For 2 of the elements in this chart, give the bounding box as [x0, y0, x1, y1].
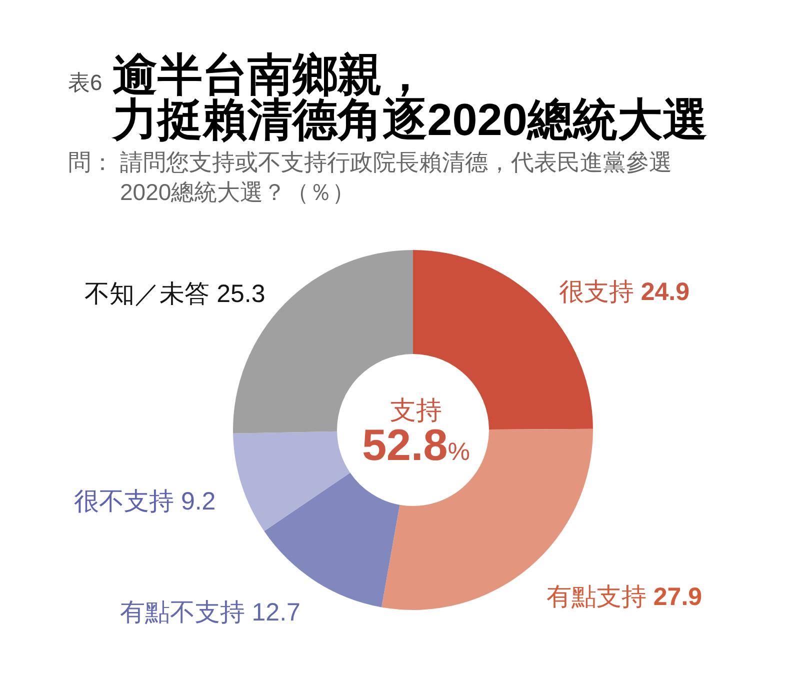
title: 表6 逾半台南鄉親，力挺賴清德角逐2020總統大選 — [68, 49, 708, 145]
subtitle: 問：請問您支持或不支持行政院長賴清德，代表民進黨參選2020總統大選？（％） — [68, 149, 672, 205]
